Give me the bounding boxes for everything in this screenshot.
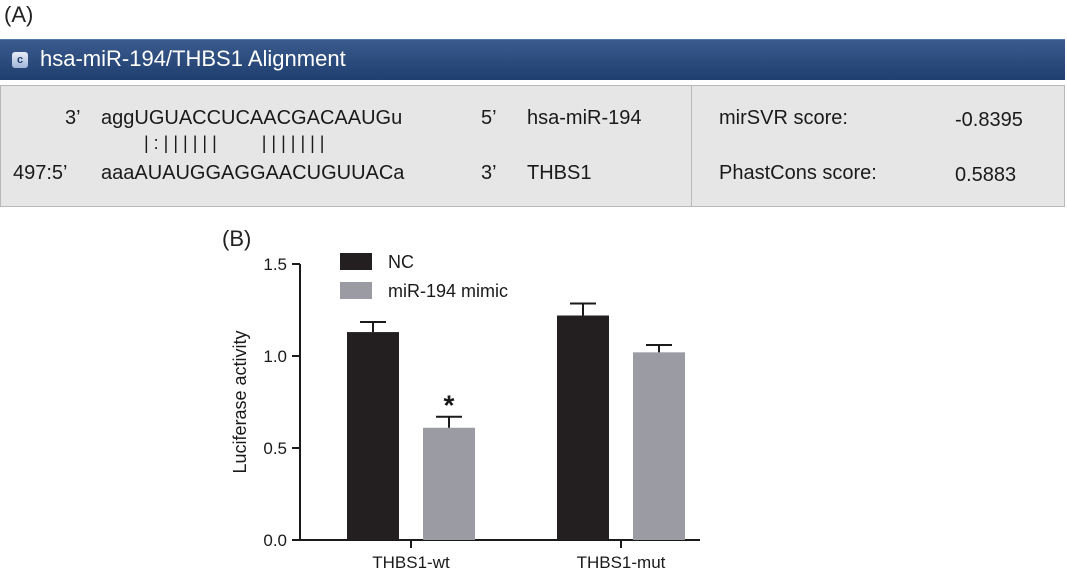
- target-sequence: aaaAUAUGGAGGAACUGUUACa: [101, 162, 405, 184]
- y-tick-label: 1.0: [263, 347, 287, 366]
- pairing-line: | : | | | | | | | | | | | | |: [144, 133, 325, 153]
- y-tick-label: 0.0: [263, 531, 287, 550]
- significance-marker: *: [444, 390, 455, 421]
- mirsvr-label: mirSVR score:: [719, 107, 848, 129]
- mirna-5prime: 5’: [481, 107, 497, 129]
- mirna-3prime: 3’: [65, 107, 81, 129]
- y-tick-label: 0.5: [263, 439, 287, 458]
- panel-b-label: (B): [222, 226, 252, 251]
- alignment-header: c hsa-miR-194/THBS1 Alignment: [0, 39, 1065, 80]
- y-tick-label: 1.5: [263, 255, 287, 274]
- bar: [423, 427, 475, 540]
- bar: [633, 352, 685, 540]
- target-name: THBS1: [527, 162, 592, 184]
- panel-a-label: (A): [4, 2, 34, 27]
- phastcons-value: 0.5883: [955, 164, 1017, 186]
- alignment-box: 3’ aggUGUACCUCAACGACAAUGu 5’ hsa-miR-194…: [0, 85, 1065, 207]
- legend-label: NC: [388, 252, 414, 272]
- c-icon: c: [12, 52, 28, 68]
- legend-swatch: [340, 253, 372, 270]
- mirna-sequence: aggUGUACCUCAACGACAAUGu: [101, 107, 403, 129]
- target-position: 497:5’: [13, 162, 68, 184]
- x-tick-label: THBS1-wt: [372, 553, 450, 572]
- mirsvr-value: -0.8395: [955, 109, 1023, 131]
- bar: [347, 332, 399, 540]
- legend-label: miR-194 mimic: [388, 281, 508, 301]
- target-3prime: 3’: [481, 162, 497, 184]
- alignment-title: hsa-miR-194/THBS1 Alignment: [40, 46, 346, 71]
- legend-swatch: [340, 282, 372, 299]
- score-divider: [691, 86, 692, 206]
- y-axis-label: Luciferase activity: [230, 330, 250, 473]
- phastcons-label: PhastCons score:: [719, 162, 877, 184]
- bar: [557, 315, 609, 540]
- x-tick-label: THBS1-mut: [577, 553, 666, 572]
- mirna-name: hsa-miR-194: [527, 107, 642, 129]
